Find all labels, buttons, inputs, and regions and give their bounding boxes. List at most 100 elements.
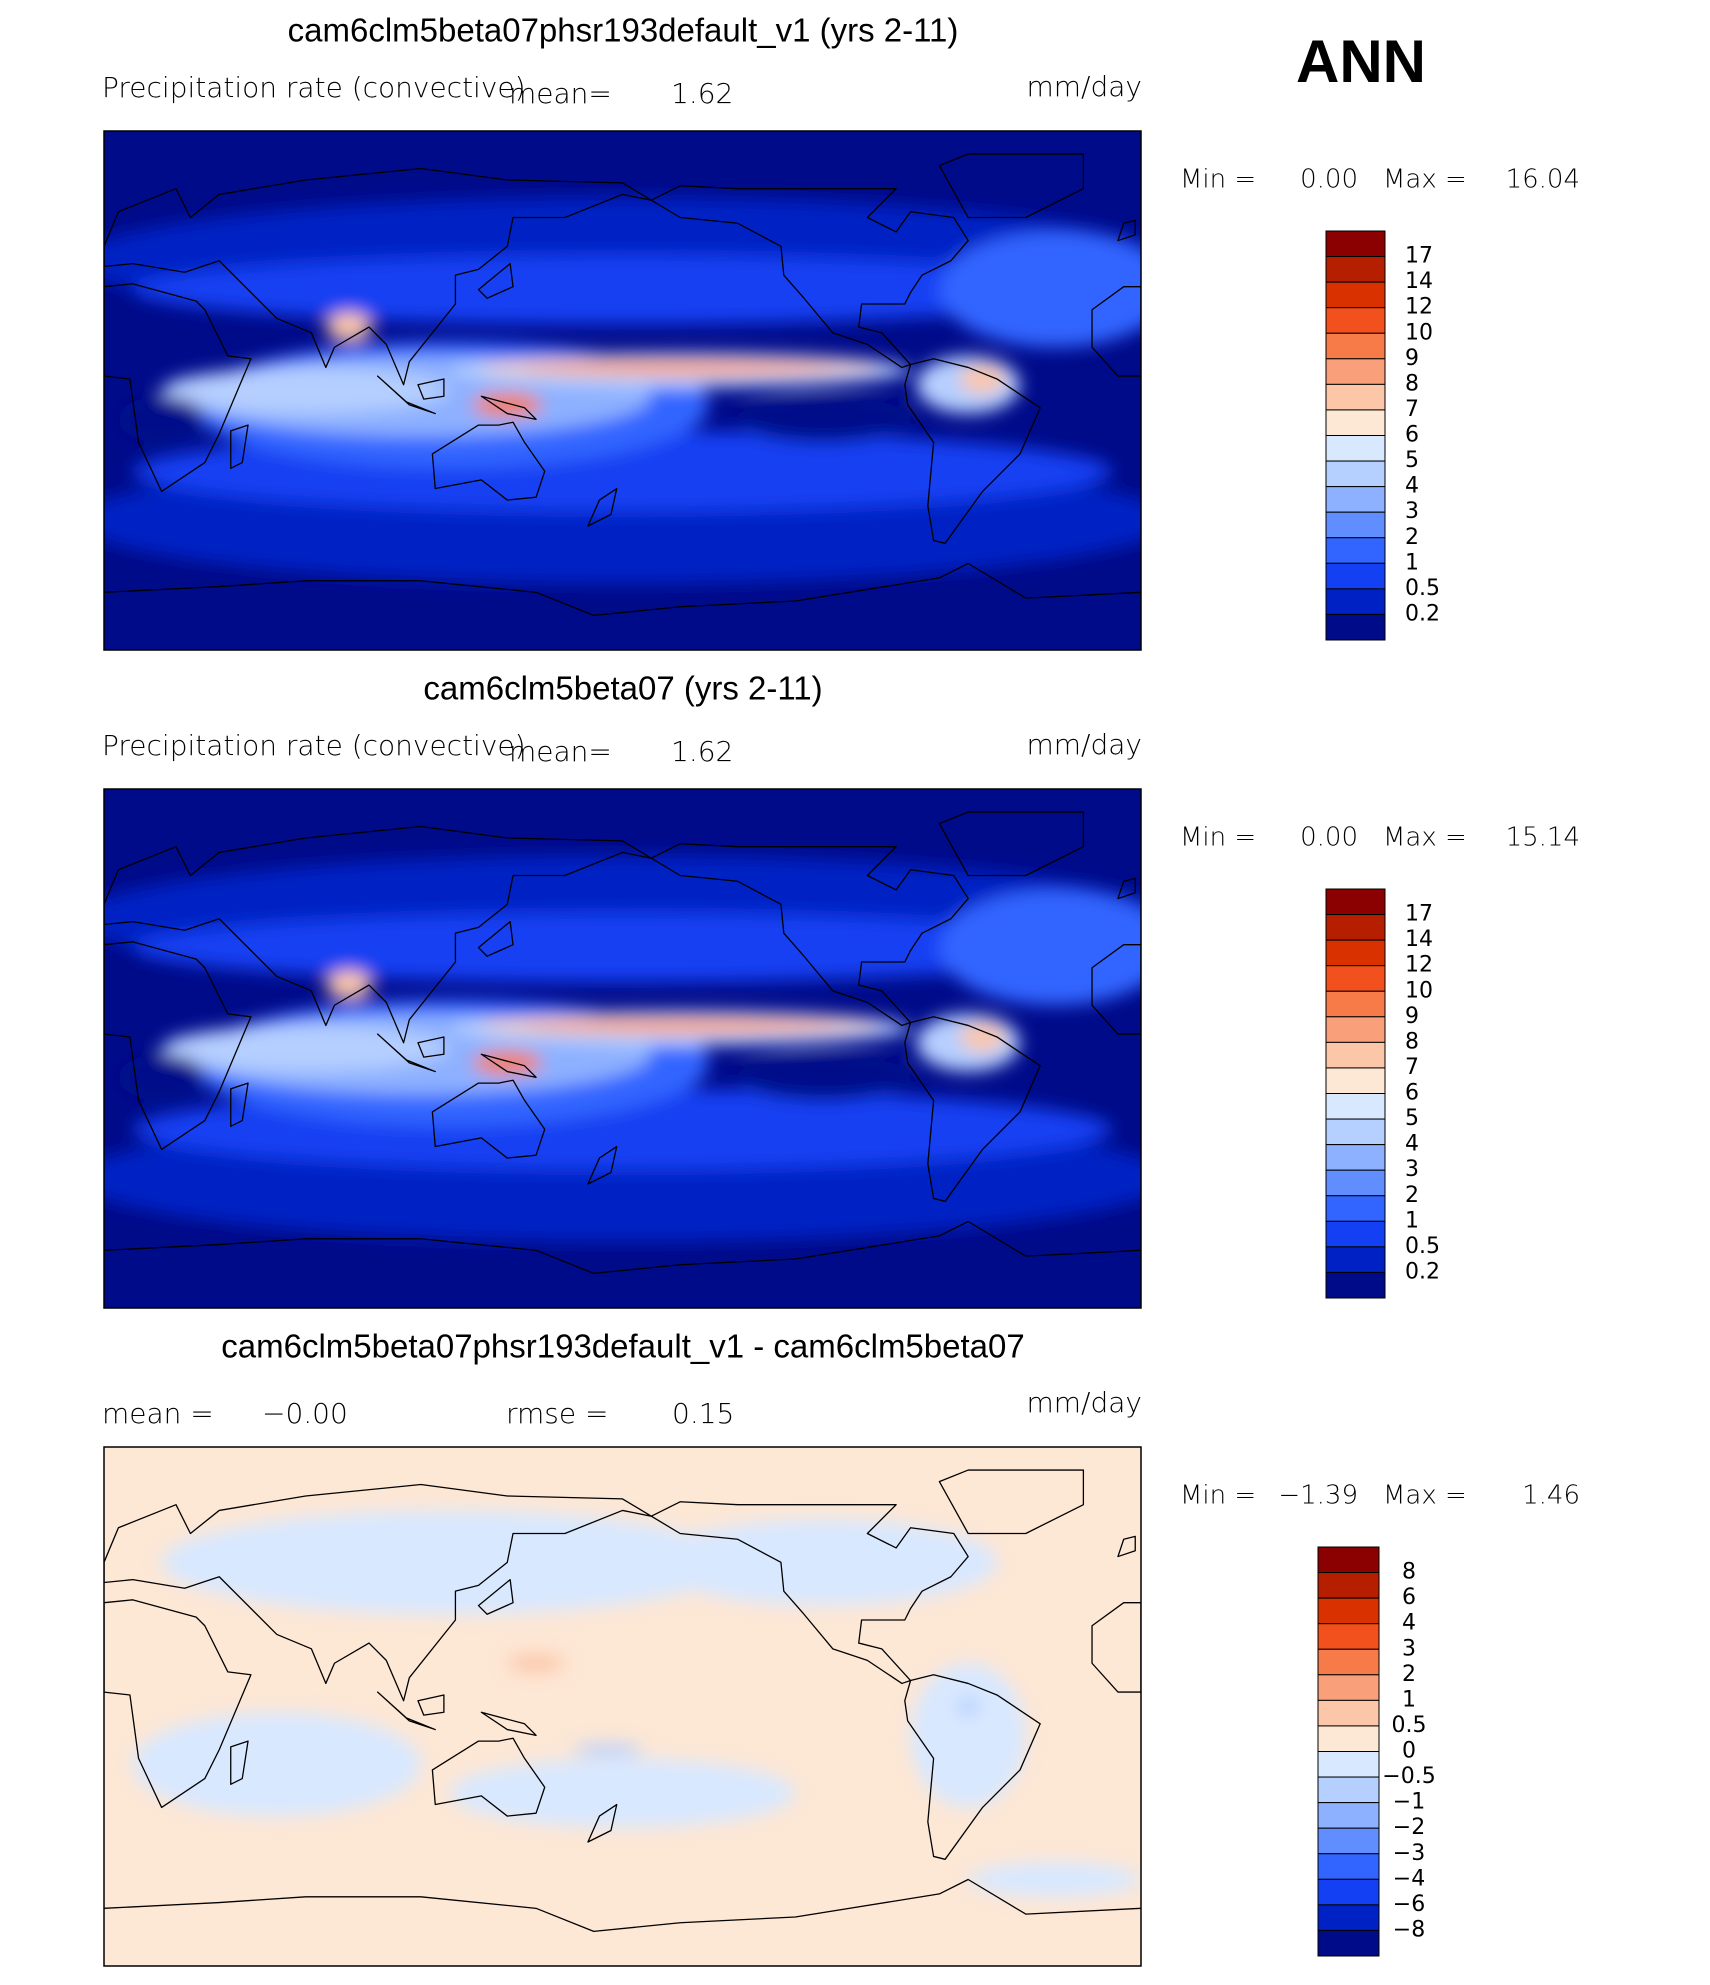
- colorbar-box: [1325, 486, 1386, 513]
- max-value: 15.14: [1506, 823, 1580, 853]
- colorbar-box: [1317, 1929, 1380, 1957]
- min-value: 0.00: [1300, 165, 1358, 195]
- variable-name: Precipitation rate (convective): [102, 71, 526, 104]
- mean-value: 1.62: [671, 735, 733, 768]
- colorbar-box: [1325, 1041, 1386, 1069]
- colorbar-label: 0.5: [1405, 576, 1440, 601]
- colorbar-box: [1325, 435, 1386, 462]
- colorbar-box: [1325, 939, 1386, 967]
- colorbar-label: 1: [1405, 550, 1419, 575]
- colorbar-box: [1325, 914, 1386, 941]
- colorbar-label: 5: [1405, 448, 1419, 473]
- colorbar-label: 3: [1405, 499, 1419, 524]
- colorbar-box: [1325, 537, 1386, 564]
- colorbar-label: 17: [1405, 902, 1433, 927]
- units: mm/day: [1027, 728, 1143, 761]
- colorbar-box: [1317, 1878, 1380, 1906]
- colorbar-box: [1325, 1093, 1386, 1120]
- max-label: Max =: [1383, 165, 1467, 195]
- diff-patch: [573, 1743, 643, 1756]
- colorbar-box: [1317, 1597, 1380, 1625]
- colorbar-label: 10: [1405, 978, 1433, 1003]
- colorbar-box: [1317, 1546, 1380, 1574]
- diff-patch: [910, 1663, 1026, 1808]
- colorbar-box: [1325, 1169, 1386, 1197]
- diff-patch: [651, 1519, 997, 1606]
- map: [104, 131, 1141, 650]
- colorbar-box: [1317, 1648, 1380, 1676]
- max-value: 1.46: [1522, 1481, 1580, 1511]
- colorbar-label: 1: [1405, 1208, 1419, 1233]
- colorbar-box: [1317, 1572, 1380, 1599]
- colorbar-label: 2: [1405, 1183, 1419, 1208]
- min-label: Min =: [1180, 823, 1256, 853]
- colorbar-label: 12: [1405, 295, 1433, 320]
- colorbar-label: −0.5: [1382, 1764, 1435, 1789]
- precip-patch: [939, 889, 1141, 1006]
- colorbar-box: [1317, 1827, 1380, 1855]
- colorbar-box: [1325, 588, 1386, 615]
- colorbar-box: [1325, 256, 1386, 283]
- precip-patch: [521, 1021, 839, 1030]
- max-label: Max =: [1383, 1481, 1467, 1511]
- rmse-value: 0.15: [672, 1397, 734, 1430]
- colorbar-box: [1325, 1246, 1386, 1273]
- diff-patch: [968, 1862, 1141, 1897]
- colorbar-box: [1325, 332, 1386, 360]
- diff-patch: [956, 1697, 980, 1716]
- max-label: Max =: [1383, 823, 1467, 853]
- colorbar-label: 14: [1405, 269, 1433, 294]
- colorbar-label: 4: [1402, 1611, 1416, 1636]
- colorbar-box: [1325, 1271, 1386, 1299]
- precip-patch: [118, 1054, 205, 1101]
- colorbar-box: [1325, 965, 1386, 992]
- colorbar-label: 4: [1405, 1132, 1419, 1157]
- colorbar-box: [1325, 562, 1386, 590]
- map: [104, 789, 1141, 1308]
- precip-patch: [132, 912, 1113, 983]
- mean-label: mean =: [102, 1397, 214, 1430]
- colorbar-box: [1317, 1904, 1380, 1931]
- precip-patch: [132, 254, 1113, 325]
- colorbar-box: [1325, 1220, 1386, 1248]
- mean-value: 1.62: [671, 77, 733, 110]
- colorbar-box: [1325, 1195, 1386, 1222]
- precip-patch: [737, 1054, 911, 1101]
- precip-patch: [959, 364, 1006, 394]
- map: [104, 1447, 1141, 1966]
- colorbar-box: [1325, 1067, 1386, 1094]
- colorbar-label: 9: [1405, 1004, 1419, 1029]
- colorbar-label: 7: [1405, 397, 1419, 422]
- colorbar-label: 7: [1405, 1055, 1419, 1080]
- variable-name: Precipitation rate (convective): [102, 729, 526, 762]
- map-frame: [103, 1446, 1142, 1967]
- panel-title: cam6clm5beta07 (yrs 2-11): [423, 670, 822, 707]
- colorbar-label: 10: [1405, 320, 1433, 345]
- colorbar-box: [1325, 230, 1386, 258]
- colorbar-label: −8: [1393, 1917, 1425, 1942]
- mean-value: −0.00: [262, 1397, 348, 1430]
- colorbar-label: 0.2: [1405, 601, 1440, 626]
- precip-patch: [161, 1025, 450, 1072]
- colorbar-label: 5: [1405, 1106, 1419, 1131]
- colorbar-label: 0.5: [1405, 1234, 1440, 1259]
- colorbar-label: 2: [1405, 525, 1419, 550]
- precip-patch: [118, 396, 205, 443]
- precip-patch: [325, 312, 372, 342]
- mean-label: mean=: [509, 77, 612, 110]
- precip-patch: [737, 396, 911, 443]
- colorbar-label: −1: [1393, 1790, 1425, 1815]
- colorbar-box: [1317, 1674, 1380, 1701]
- colorbar-label: 6: [1405, 423, 1419, 448]
- colorbar-box: [1317, 1853, 1380, 1880]
- panel-title: cam6clm5beta07phsr193default_v1 (yrs 2-1…: [288, 12, 959, 49]
- precip-patch: [521, 363, 839, 372]
- colorbar-box: [1325, 307, 1386, 334]
- colorbar-label: 12: [1405, 953, 1433, 978]
- colorbar-label: 0.5: [1392, 1713, 1427, 1738]
- colorbar-label: −4: [1393, 1866, 1425, 1891]
- colorbar-label: −3: [1393, 1841, 1425, 1866]
- colorbar-box: [1317, 1623, 1380, 1650]
- colorbar-label: 9: [1405, 346, 1419, 371]
